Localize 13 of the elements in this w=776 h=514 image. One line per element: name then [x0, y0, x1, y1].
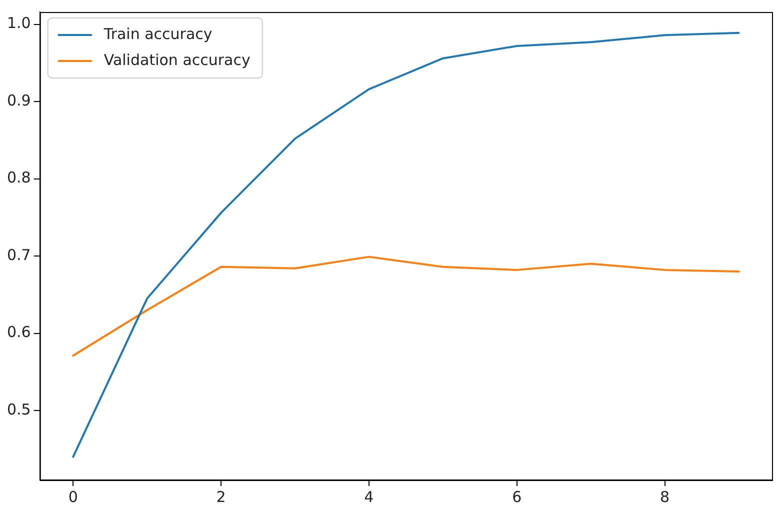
y-tick-label: 1.0	[6, 14, 31, 32]
y-tick-label: 0.8	[6, 168, 31, 187]
y-tick-label: 0.5	[6, 400, 31, 418]
legend-label: Validation accuracy	[104, 50, 250, 69]
x-tick-label: 2	[216, 488, 226, 506]
x-tick-label: 4	[364, 488, 374, 506]
y-tick-label: 0.7	[6, 246, 31, 264]
y-tick-label: 0.9	[6, 91, 31, 110]
x-tick-label: 0	[68, 488, 78, 506]
x-tick-label: 6	[512, 488, 522, 506]
y-tick-label: 0.6	[6, 323, 31, 342]
x-tick-label: 8	[660, 488, 670, 506]
legend-label: Train accuracy	[102, 24, 212, 43]
